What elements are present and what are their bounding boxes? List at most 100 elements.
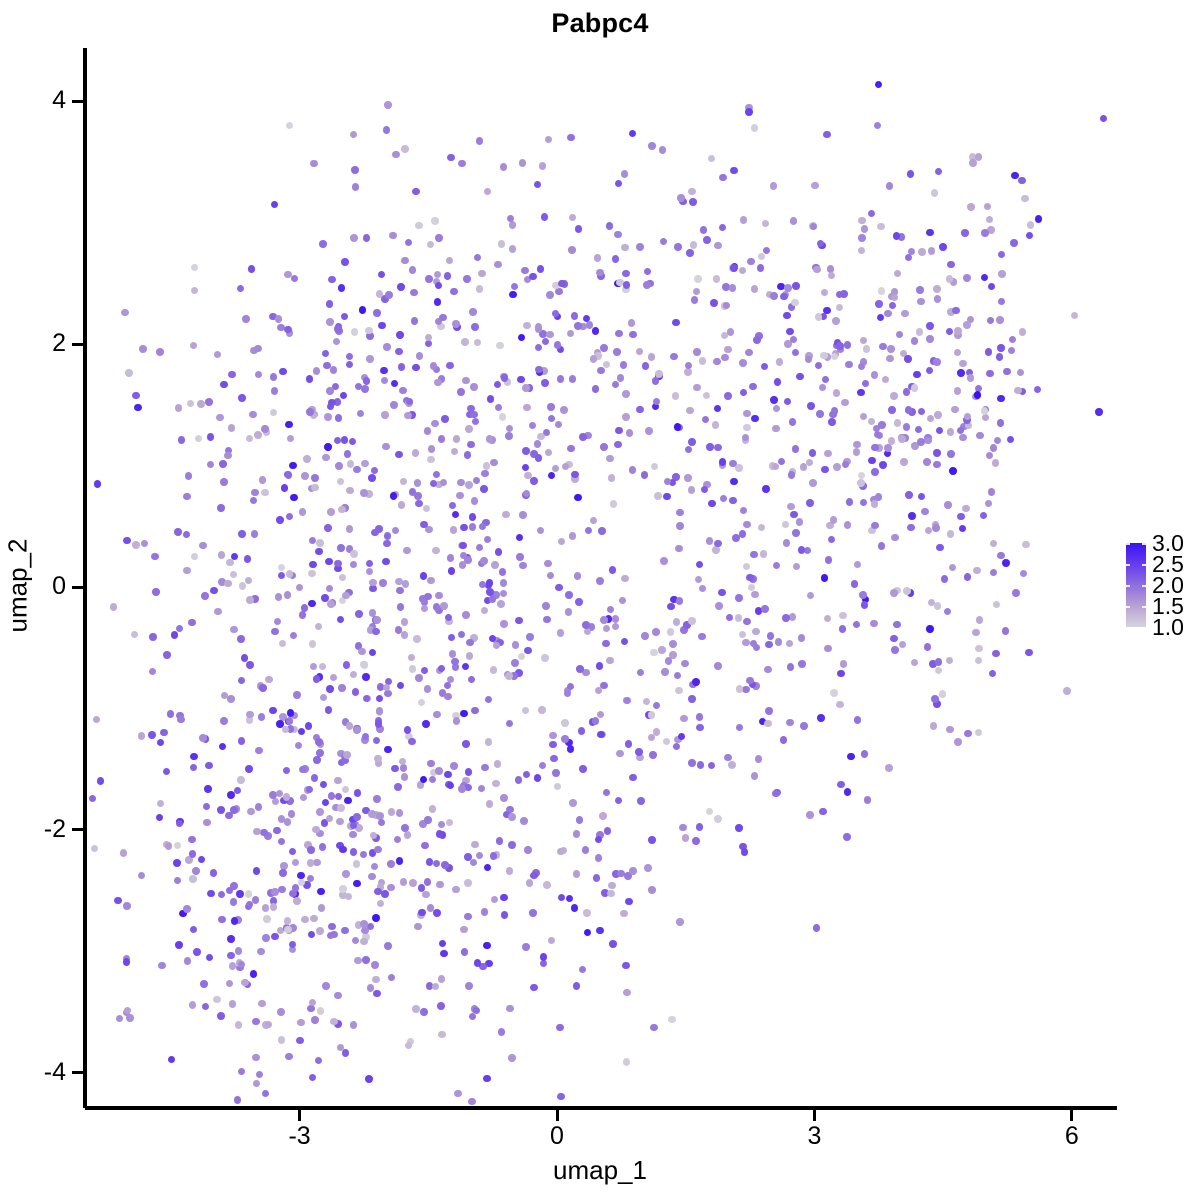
scatter-point: [648, 836, 656, 844]
scatter-point: [517, 652, 526, 661]
y-tick-mark: [72, 342, 83, 346]
scatter-point: [569, 799, 577, 807]
scatter-point: [365, 567, 374, 576]
scatter-point: [677, 732, 686, 741]
scatter-point: [334, 414, 343, 422]
scatter-point: [730, 263, 739, 271]
scatter-point: [190, 286, 198, 295]
scatter-point: [355, 824, 363, 832]
scatter-point: [954, 738, 962, 746]
scatter-point: [596, 577, 604, 585]
scatter-point: [503, 378, 512, 386]
scatter-point: [462, 376, 470, 385]
scatter-point: [761, 219, 769, 228]
scatter-point: [493, 637, 501, 645]
scatter-point: [536, 265, 545, 273]
scatter-point: [888, 301, 897, 310]
scatter-point: [399, 878, 408, 886]
scatter-point: [310, 914, 318, 923]
scatter-point: [448, 650, 457, 658]
scatter-point: [981, 229, 989, 237]
scatter-point: [544, 559, 552, 568]
scatter-point: [770, 292, 778, 300]
scatter-point: [353, 726, 361, 734]
scatter-point: [482, 462, 491, 470]
scatter-point: [563, 686, 572, 695]
scatter-point: [483, 535, 492, 544]
scatter-point: [285, 121, 294, 130]
scatter-point: [684, 445, 693, 454]
scatter-point: [469, 308, 477, 316]
scatter-point: [424, 816, 432, 824]
scatter-point: [820, 574, 829, 582]
scatter-point: [218, 915, 226, 924]
scatter-point: [301, 472, 309, 480]
scatter-point: [277, 563, 286, 572]
scatter-point: [933, 449, 941, 457]
scatter-point: [457, 541, 466, 550]
scatter-point: [440, 949, 448, 958]
scatter-point: [277, 1008, 285, 1016]
scatter-point: [572, 830, 581, 838]
scatter-point: [280, 484, 289, 492]
scatter-point: [226, 558, 234, 567]
scatter-point: [484, 581, 493, 590]
scatter-point: [291, 884, 300, 892]
scatter-point: [475, 851, 484, 860]
scatter-point: [403, 831, 412, 839]
scatter-point: [480, 606, 489, 615]
scatter-point: [252, 867, 261, 875]
scatter-point: [229, 898, 238, 906]
scatter-point: [609, 940, 617, 948]
scatter-point: [574, 493, 582, 502]
scatter-point: [444, 692, 452, 701]
scatter-point: [362, 933, 370, 941]
scatter-point: [770, 396, 778, 404]
scatter-point: [337, 284, 346, 292]
scatter-point: [389, 231, 397, 240]
scatter-point: [201, 735, 210, 743]
scatter-point: [902, 423, 911, 431]
scatter-point: [985, 215, 994, 224]
scatter-point: [644, 864, 652, 872]
scatter-point: [670, 595, 678, 604]
scatter-point: [464, 853, 472, 861]
scatter-point: [472, 476, 481, 485]
scatter-point: [738, 630, 747, 639]
scatter-point: [749, 382, 757, 391]
scatter-point: [173, 876, 182, 885]
scatter-point: [312, 733, 321, 742]
scatter-point: [412, 363, 420, 372]
scatter-point: [739, 506, 748, 515]
scatter-point: [642, 697, 651, 706]
scatter-point: [484, 695, 493, 704]
scatter-point: [311, 483, 319, 492]
scatter-point: [362, 673, 370, 681]
x-tick-label: 0: [550, 1122, 564, 1150]
scatter-point: [493, 380, 502, 389]
scatter-point: [440, 602, 448, 610]
scatter-point: [307, 1004, 315, 1013]
scatter-point: [567, 444, 575, 453]
scatter-point: [538, 162, 547, 170]
scatter-point: [775, 358, 784, 366]
scatter-point: [890, 589, 898, 597]
scatter-point: [228, 1000, 237, 1008]
scatter-point: [964, 729, 972, 738]
scatter-point: [499, 163, 508, 171]
scatter-point: [787, 502, 795, 511]
scatter-point: [524, 471, 532, 480]
scatter-point: [238, 530, 246, 538]
scatter-point: [989, 539, 998, 548]
scatter-point: [352, 860, 361, 868]
scatter-point: [400, 618, 409, 626]
scatter-point: [366, 922, 375, 930]
scatter-point: [636, 405, 644, 414]
scatter-point: [692, 678, 700, 686]
scatter-point: [189, 763, 198, 772]
scatter-point: [898, 433, 906, 442]
scatter-point: [612, 870, 620, 878]
scatter-point: [629, 773, 637, 782]
scatter-point: [966, 374, 975, 382]
scatter-point: [524, 646, 532, 655]
